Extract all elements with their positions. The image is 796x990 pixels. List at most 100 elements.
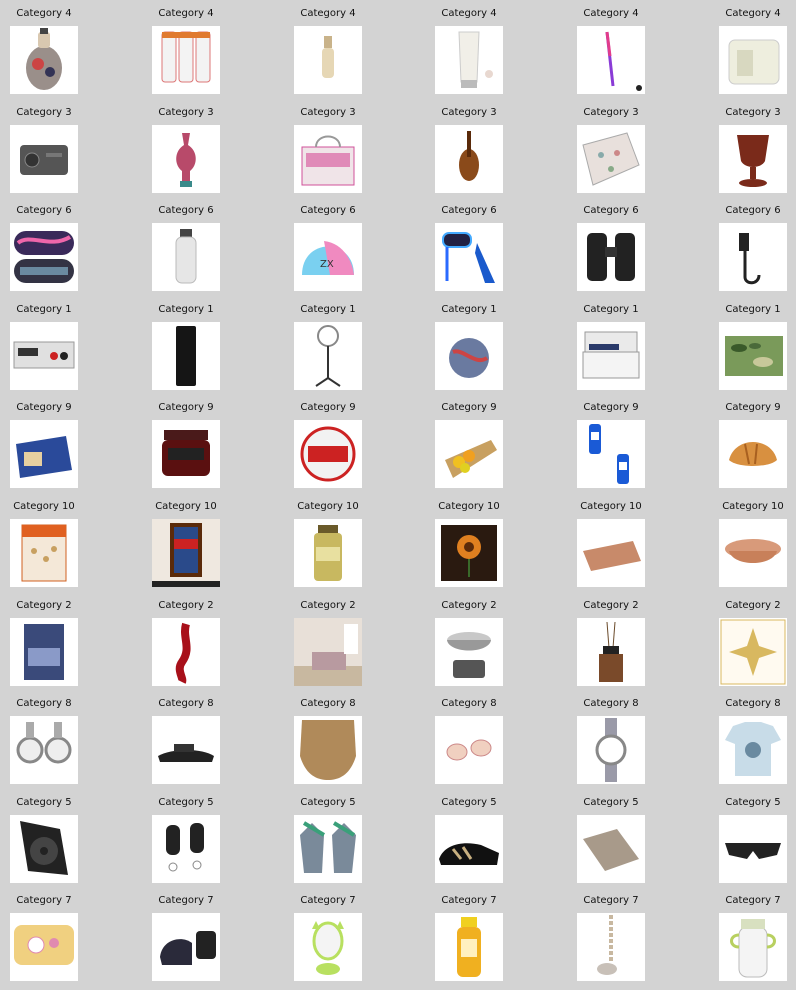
product-tile: Category 3	[0, 106, 94, 198]
product-tile: Category 6	[136, 204, 236, 296]
category-label: Category 3	[158, 107, 214, 118]
product-tile: Category 4	[419, 7, 519, 99]
category-label: Category 2	[583, 600, 639, 611]
food-box-icon	[10, 420, 78, 488]
category-label: Category 3	[300, 107, 356, 118]
baby-powder-icon	[435, 913, 503, 981]
svg-text:ZX: ZX	[320, 259, 334, 270]
category-label: Category 1	[16, 304, 72, 315]
category-label: Category 9	[441, 402, 497, 413]
category-label: Category 5	[441, 797, 497, 808]
category-label: Category 10	[438, 501, 500, 512]
copper-tray-icon	[577, 519, 645, 587]
work-gloves-icon	[294, 815, 362, 883]
pair-watches-icon	[10, 716, 78, 784]
product-tile: Category 8	[136, 697, 236, 789]
category-label: Category 3	[725, 107, 781, 118]
category-label: Category 7	[441, 895, 497, 906]
product-tile: Category 6	[419, 204, 519, 296]
product-tile: Category 5	[561, 796, 661, 888]
product-tile: Category 2	[136, 599, 236, 691]
camo-fabric-icon	[719, 322, 787, 390]
tattoo-vase-icon	[10, 26, 78, 94]
product-tile: Category 10	[278, 500, 378, 592]
category-label: Category 9	[158, 402, 214, 413]
category-label: Category 4	[583, 8, 639, 19]
sleep-mask-icon	[10, 223, 78, 291]
product-tile: Category 2	[0, 599, 94, 691]
kitchen-scale-icon	[435, 618, 503, 686]
baby-car-seat-icon	[152, 913, 220, 981]
product-tile: Category 9	[561, 401, 661, 493]
product-tile: Category 9	[0, 401, 94, 493]
product-tile: Category 5	[703, 796, 796, 888]
product-tile: Category 5	[136, 796, 236, 888]
product-tile: Category 2	[278, 599, 378, 691]
product-tile: Category 3	[561, 106, 661, 198]
product-tile: Category 9	[278, 401, 378, 493]
product-tile: Category 9	[419, 401, 519, 493]
product-tile: Category 3	[419, 106, 519, 198]
product-tile: Category 7	[136, 894, 236, 986]
baby-bottle-icon	[719, 913, 787, 981]
product-tile: Category 2	[703, 599, 796, 691]
ring-light-icon	[294, 322, 362, 390]
product-tile: Category 9	[703, 401, 796, 493]
product-tile: Category 6	[0, 204, 94, 296]
reed-diffuser-icon	[577, 618, 645, 686]
product-tile: Category 1	[0, 303, 94, 395]
sneaker-icon	[435, 815, 503, 883]
product-tile: Category 3	[136, 106, 236, 198]
flower-bouquet-icon	[435, 420, 503, 488]
category-label: Category 4	[725, 8, 781, 19]
category-label: Category 10	[297, 501, 359, 512]
category-label: Category 9	[583, 402, 639, 413]
tin-can-icon	[294, 420, 362, 488]
category-label: Category 9	[300, 402, 356, 413]
power-supply-icon	[10, 322, 78, 390]
category-label: Category 9	[725, 402, 781, 413]
product-tile: Category 8	[278, 697, 378, 789]
product-tile: Category 7	[561, 894, 661, 986]
product-tile: Category 4	[561, 7, 661, 99]
category-label: Category 10	[155, 501, 217, 512]
product-tile: Category 6	[561, 204, 661, 296]
category-label: Category 2	[300, 600, 356, 611]
product-tile: Category 5	[419, 796, 519, 888]
kids-pillow-icon	[10, 913, 78, 981]
product-tile: Category 9	[136, 401, 236, 493]
globe-ornament-icon	[435, 322, 503, 390]
product-tile: Category 7	[0, 894, 94, 986]
category-label: Category 2	[158, 600, 214, 611]
fabric-swatch-icon	[577, 125, 645, 193]
product-tile: Category 1	[561, 303, 661, 395]
cream-jar-icon	[719, 26, 787, 94]
product-tile: Category 1	[278, 303, 378, 395]
red-garland-icon	[152, 618, 220, 686]
category-label: Category 10	[722, 501, 784, 512]
printer-icon	[577, 322, 645, 390]
flower-painting-icon	[435, 519, 503, 587]
category-label: Category 8	[158, 698, 214, 709]
cream-tube-icon	[435, 26, 503, 94]
category-label: Category 6	[158, 205, 214, 216]
category-label: Category 10	[580, 501, 642, 512]
category-label: Category 6	[583, 205, 639, 216]
category-label: Category 8	[583, 698, 639, 709]
bedding-pack-icon	[10, 618, 78, 686]
category-label: Category 4	[16, 8, 72, 19]
product-tile: Category 10	[419, 500, 519, 592]
category-label: Category 5	[16, 797, 72, 808]
category-label: Category 3	[583, 107, 639, 118]
pacifier-clip-icon	[577, 913, 645, 981]
category-label: Category 7	[16, 895, 72, 906]
category-label: Category 4	[300, 8, 356, 19]
category-label: Category 3	[16, 107, 72, 118]
category-label: Category 6	[300, 205, 356, 216]
product-tile: Category 3	[703, 106, 796, 198]
category-label: Category 7	[300, 895, 356, 906]
category-label: Category 1	[300, 304, 356, 315]
safety-glasses-icon	[719, 815, 787, 883]
product-tile: Category 2	[419, 599, 519, 691]
product-tile: Category 8	[419, 697, 519, 789]
